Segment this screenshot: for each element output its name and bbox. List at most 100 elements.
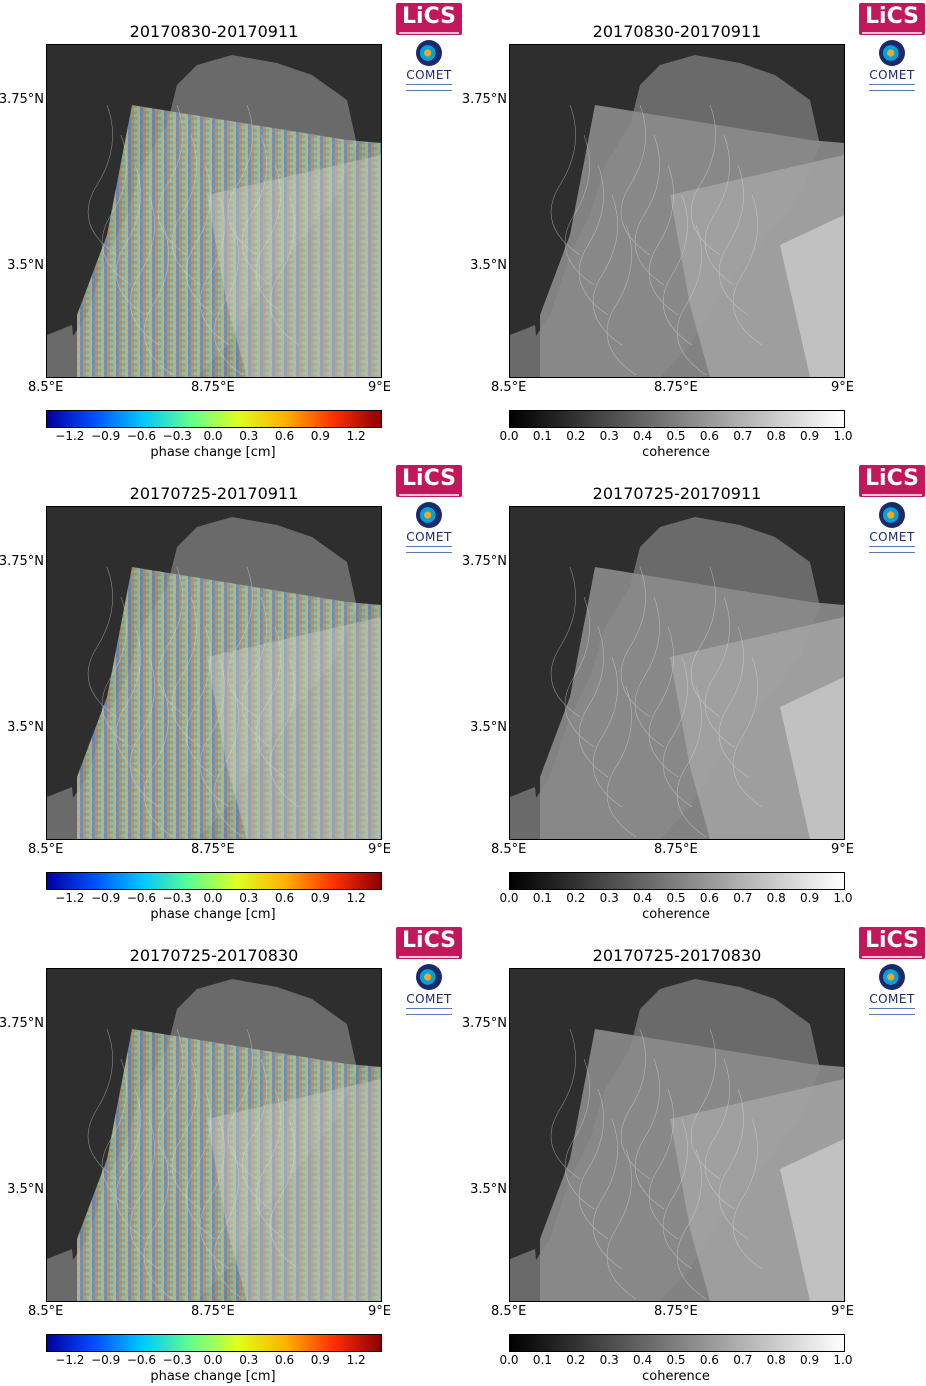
phase-colorbar-tick: −0.9 [91,891,121,905]
phase-colorbar-tick: −0.3 [162,1353,192,1367]
x-tick-label: 9°E [368,842,391,857]
coherence-colorbar-tick: 0.9 [800,429,820,443]
comet-globe-icon [879,40,905,66]
phase-colorbar-tick: 1.2 [346,429,366,443]
coherence-colorbar-tick: 0.8 [766,1353,786,1367]
comet-logo-strap [406,84,452,91]
lics-logo-strap [399,494,459,496]
coherence-colorbar-tick: 1.0 [833,1353,853,1367]
lics-logo-text: LiCS [402,4,456,29]
phase-map [47,517,381,839]
pale-phase-band [207,155,381,377]
phase-colorbar-tick: −1.2 [55,1353,85,1367]
x-tick-label: 8.5°E [491,842,527,857]
coherence-colorbar-tick: 0.8 [766,429,786,443]
ridge-lines [87,1028,300,1300]
x-tick-label: 8.5°E [28,1304,64,1319]
map-frame [46,506,382,840]
coherence-colorbar-tick: 0.6 [699,891,719,905]
panel-title: 20170830-20170911 [129,22,299,41]
comet-logo: COMET [859,40,925,96]
phase-colorbar [46,872,382,890]
ridge-lines [550,1028,763,1300]
comet-logo-text: COMET [869,68,915,82]
panel-coherence-3: 20170725-20170830 3.75°N 3.5°N 8.5°E 8.75°E 9… [462,924,926,1386]
coherence-colorbar-tick: 0.2 [566,429,586,443]
land-terrain-southwest [47,1249,77,1301]
land-terrain-southwest [510,325,540,377]
coherence-colorbar-tick: 0.7 [733,891,753,905]
x-tick-label: 8.5°E [28,380,64,395]
comet-logo-strap [869,1008,915,1015]
phase-colorbar-tick: 0.3 [239,1353,259,1367]
ridge-lines [87,566,300,838]
comet-globe-icon [416,40,442,66]
phase-colorbar-tick: 0.6 [275,891,295,905]
comet-logo-text: COMET [406,68,452,82]
lics-logo-text: LiCS [402,928,456,953]
coherence-colorbar-tick: 0.4 [633,1353,653,1367]
coherence-colorbar [509,410,845,428]
lics-logo-text: LiCS [402,466,456,491]
comet-logo: COMET [396,964,462,1020]
x-tick-label: 9°E [368,1304,391,1319]
phase-colorbar-label: phase change [cm] [150,907,276,922]
high-coherence-sea [780,677,844,839]
phase-colorbar-tick: −0.9 [91,1353,121,1367]
phase-colorbar-tick: −1.2 [55,429,85,443]
coherence-map [510,517,844,839]
comet-logo-text: COMET [406,530,452,544]
coherence-colorbar-tick: 0.2 [566,1353,586,1367]
lics-logo-text: LiCS [865,466,919,491]
coherence-colorbar-tick: 0.6 [699,429,719,443]
comet-logo-strap [869,546,915,553]
panel-title: 20170725-20170911 [592,484,762,503]
comet-logo: COMET [396,502,462,558]
comet-logo: COMET [859,964,925,1020]
panel-title: 20170725-20170911 [129,484,299,503]
lics-logo: LiCS [396,465,462,497]
phase-map [47,979,381,1301]
lics-logo-strap [862,494,922,496]
lics-logo-strap [862,956,922,958]
map-frame [46,44,382,378]
lics-logo: LiCS [859,3,925,35]
x-tick-label: 9°E [831,1304,854,1319]
coherence-colorbar-tick: 0.3 [599,1353,619,1367]
phase-colorbar-tick: 0.0 [203,1353,223,1367]
phase-colorbar-tick: 0.0 [203,429,223,443]
land-terrain-southwest [510,1249,540,1301]
x-tick-label: 8.75°E [654,1304,698,1319]
coherence-colorbar-tick: 0.4 [633,891,653,905]
lics-logo-strap [862,32,922,34]
coherence-colorbar-tick: 0.0 [499,891,519,905]
phase-colorbar-tick: 0.6 [275,1353,295,1367]
coherence-colorbar-tick: 0.9 [800,891,820,905]
coherence-map [510,55,844,377]
y-tick-label: 3.5°N [470,258,507,273]
comet-logo-text: COMET [406,992,452,1006]
coherence-colorbar-tick: 0.3 [599,891,619,905]
phase-colorbar-tick: −1.2 [55,891,85,905]
panel-coherence-2: 20170725-20170911 3.75°N 3.5°N 8.5°E 8.75°E 9… [462,462,926,924]
coherence-colorbar-tick: 0.5 [666,429,686,443]
phase-colorbar-tick: 0.3 [239,429,259,443]
panel-coherence-1: 20170830-20170911 3.75°N 3.5°N 8.5°E 8.75°E 9… [462,0,926,462]
phase-colorbar [46,410,382,428]
coherence-colorbar-label: coherence [642,1369,710,1384]
y-tick-label: 3.5°N [7,1182,44,1197]
x-tick-label: 8.75°E [191,380,235,395]
coherence-colorbar-label: coherence [642,445,710,460]
lics-logo: LiCS [859,927,925,959]
phase-colorbar-tick: 0.0 [203,891,223,905]
comet-logo: COMET [396,40,462,96]
phase-colorbar-tick: −0.6 [126,429,156,443]
phase-colorbar-tick: −0.6 [126,891,156,905]
coherence-colorbar-tick: 0.1 [532,891,552,905]
map-frame [509,506,845,840]
y-tick-label: 3.5°N [470,1182,507,1197]
phase-colorbar [46,1334,382,1352]
panel-title: 20170725-20170830 [129,946,299,965]
comet-globe-icon [416,502,442,528]
phase-colorbar-tick: −0.3 [162,891,192,905]
